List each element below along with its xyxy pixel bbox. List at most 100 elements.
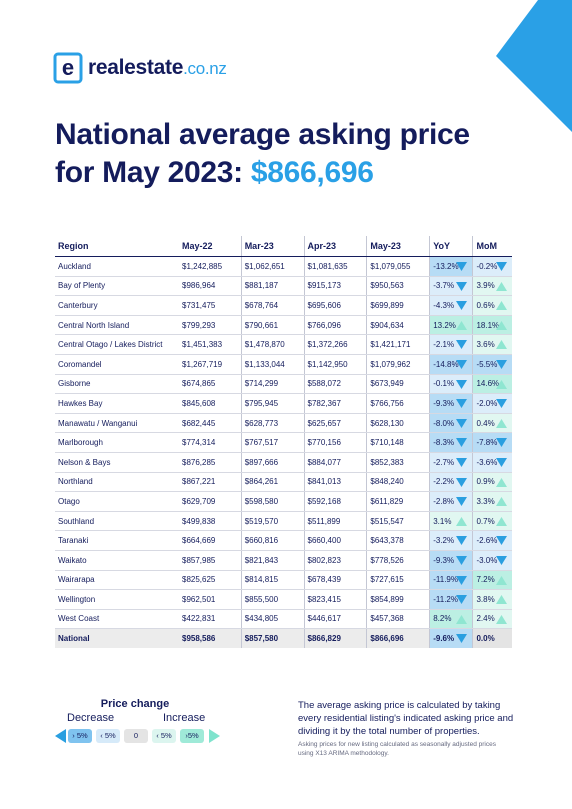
price-cell: $825,625 bbox=[179, 570, 242, 591]
change-cell: -2.0% bbox=[472, 393, 512, 414]
arrow-shape bbox=[456, 575, 468, 585]
up-arrow bbox=[496, 575, 507, 585]
table-row: Hawkes Bay $845,608 $795,945 $782,367 $766,7… bbox=[55, 393, 512, 414]
down-arrow bbox=[456, 497, 468, 507]
price-cell: $710,148 bbox=[366, 432, 430, 453]
up-arrow bbox=[496, 595, 507, 605]
price-cell: $866,696 bbox=[366, 628, 430, 648]
change-cell: -8.0% bbox=[429, 413, 473, 434]
legend-box: ‹ 5% bbox=[152, 729, 176, 743]
change-cell: -2.6% bbox=[472, 530, 512, 551]
change-cell: -8.3% bbox=[429, 432, 473, 453]
change-cell: -2.8% bbox=[429, 491, 473, 512]
change-cell: -14.8% bbox=[429, 354, 473, 375]
table-row: Otago $629,709 $598,580 $592,168 $611,829 -2.… bbox=[55, 491, 512, 512]
price-cell: $881,187 bbox=[240, 276, 305, 297]
arrow-shape bbox=[496, 379, 507, 389]
footnote: Asking prices for new listing calculated… bbox=[298, 741, 496, 757]
price-cell: $876,285 bbox=[179, 452, 242, 473]
arrow-shape bbox=[456, 399, 468, 409]
change-cell: -11.9% bbox=[429, 570, 473, 591]
price-cell: $962,501 bbox=[179, 589, 242, 610]
arrow-shape bbox=[456, 614, 468, 624]
table-body: Auckland $1,242,885 $1,062,651 $1,081,635 $1… bbox=[55, 256, 512, 648]
arrow-shape bbox=[456, 320, 468, 330]
down-arrow bbox=[456, 634, 468, 644]
region-cell: Hawkes Bay bbox=[55, 393, 179, 414]
arrow-shape bbox=[456, 457, 468, 467]
price-cell: $434,805 bbox=[240, 609, 305, 630]
price-cell: $660,816 bbox=[240, 530, 305, 551]
price-cell: $1,079,962 bbox=[366, 354, 430, 375]
table-row: Manawatu / Wanganui $682,445 $628,773 $625,… bbox=[55, 413, 512, 434]
down-arrow bbox=[496, 262, 507, 271]
column-header: Mar-23 bbox=[240, 236, 305, 257]
logo: realestate.co.nz bbox=[88, 56, 227, 80]
change-cell: -9.6% bbox=[429, 628, 473, 648]
change-cell: 0.9% bbox=[472, 472, 512, 493]
column-header: May-22 bbox=[179, 236, 242, 257]
logo-tld: .co.nz bbox=[183, 59, 227, 78]
down-arrow bbox=[456, 340, 468, 350]
table-row: Wairarapa $825,625 $814,815 $678,439 $727,61… bbox=[55, 570, 512, 591]
price-cell: $841,013 bbox=[303, 472, 367, 493]
price-cell: $790,661 bbox=[240, 315, 305, 336]
price-cell: $766,756 bbox=[366, 393, 430, 414]
price-cell: $1,421,171 bbox=[366, 334, 430, 355]
change-cell: -5.5% bbox=[472, 354, 512, 375]
price-cell: $678,439 bbox=[303, 570, 367, 591]
arrow-shape bbox=[456, 359, 468, 369]
up-arrow bbox=[496, 497, 507, 507]
change-cell: -3.0% bbox=[472, 550, 512, 571]
arrow-shape bbox=[456, 438, 468, 448]
column-header: Region bbox=[55, 236, 179, 257]
region-cell: Bay of Plenty bbox=[55, 276, 179, 297]
table-row: Central North Island $799,293 $790,661 $766… bbox=[55, 315, 512, 336]
region-cell: Manawatu / Wanganui bbox=[55, 413, 179, 434]
price-cell: $731,475 bbox=[179, 295, 242, 316]
legend-decrease: Decrease bbox=[67, 712, 115, 724]
price-cell: $782,367 bbox=[303, 393, 367, 414]
region-cell: Waikato bbox=[55, 550, 179, 571]
down-arrow bbox=[496, 555, 507, 565]
arrow-shape bbox=[496, 595, 507, 605]
up-arrow bbox=[496, 516, 507, 526]
change-cell: 8.2% bbox=[429, 609, 473, 630]
price-cell: $519,570 bbox=[240, 511, 305, 532]
change-cell: -2.2% bbox=[429, 472, 473, 493]
price-cell: $625,657 bbox=[303, 413, 367, 434]
down-arrow bbox=[456, 359, 468, 369]
price-table: Region May-22 Mar-23 Apr-23 May-23 YoY MoM Auc… bbox=[55, 236, 512, 648]
change-cell: -11.2% bbox=[429, 589, 473, 610]
price-cell: $1,242,885 bbox=[179, 256, 242, 277]
price-cell: $674,865 bbox=[179, 374, 242, 395]
arrow-shape bbox=[496, 399, 507, 409]
title-highlight: $866,696 bbox=[250, 156, 374, 189]
price-cell: $611,829 bbox=[366, 491, 430, 512]
title-text: for May 2023: bbox=[55, 156, 251, 189]
price-cell: $664,669 bbox=[179, 530, 242, 551]
up-arrow bbox=[496, 281, 507, 291]
region-cell: Northland bbox=[55, 472, 179, 493]
price-cell: $714,299 bbox=[240, 374, 305, 395]
price-cell: $884,077 bbox=[303, 452, 367, 473]
arrow-shape bbox=[496, 262, 507, 271]
change-cell: -0.1% bbox=[429, 374, 473, 395]
price-cell: $802,823 bbox=[303, 550, 367, 571]
arrow-shape bbox=[496, 614, 507, 624]
table-row: Wellington $962,501 $855,500 $823,415 $854,8… bbox=[55, 589, 512, 610]
legend-increase: Increase bbox=[163, 712, 206, 724]
arrow-shape bbox=[496, 555, 507, 565]
price-cell: $499,838 bbox=[179, 511, 242, 532]
change-cell: 3.9% bbox=[472, 276, 512, 297]
price-cell: $855,500 bbox=[240, 589, 305, 610]
down-arrow bbox=[456, 379, 468, 389]
change-cell: 0.6% bbox=[472, 295, 512, 316]
price-cell: $673,949 bbox=[366, 374, 430, 395]
legend-box: › 5% bbox=[68, 729, 92, 743]
column-header: May-23 bbox=[366, 236, 430, 257]
down-arrow bbox=[496, 457, 507, 467]
logo-icon-letter: e bbox=[62, 55, 74, 80]
price-cell: $1,081,635 bbox=[303, 256, 367, 277]
